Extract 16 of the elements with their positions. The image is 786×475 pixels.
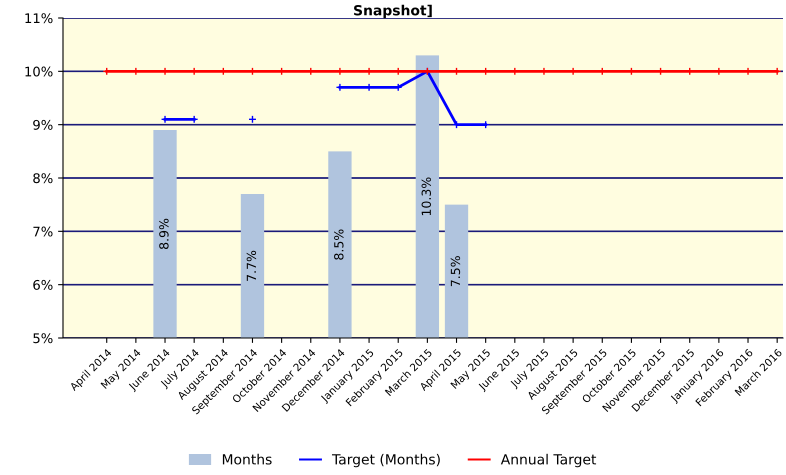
chart-title: Snapshot] [354, 4, 432, 18]
y-tick-label: 9% [33, 120, 53, 130]
y-tick-label: 8% [33, 173, 53, 184]
y-tick-label: 11% [25, 13, 53, 24]
data-label: 8.9% [159, 218, 169, 250]
legend-label: Annual Target [500, 454, 596, 468]
y-tick-label: 10% [25, 66, 53, 77]
y-tick-label: 5% [33, 333, 53, 344]
y-tick-label: 7% [33, 226, 53, 237]
data-label: 10.3% [422, 178, 431, 216]
data-label: 8.5% [334, 229, 344, 260]
data-label: 7.5% [450, 256, 460, 286]
y-tick-label: 6% [33, 280, 53, 290]
data-label: 7.7% [246, 250, 256, 281]
legend-label: Target (Months) [332, 454, 440, 468]
legend-label: Months [222, 454, 272, 465]
